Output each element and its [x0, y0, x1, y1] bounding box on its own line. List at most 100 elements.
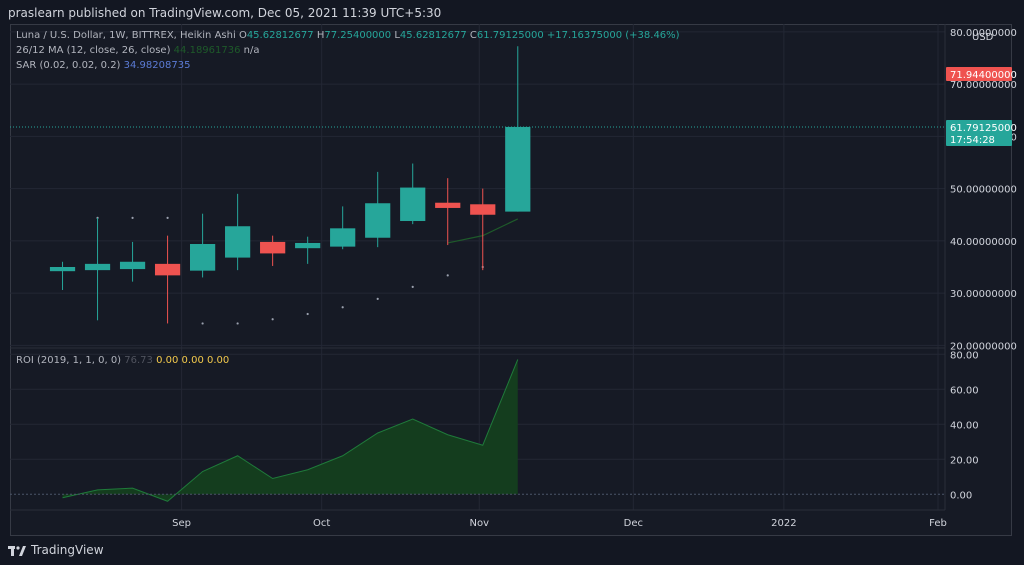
price-grid — [10, 31, 945, 346]
candle-body — [49, 267, 76, 272]
x-tick-label: Nov — [469, 518, 489, 529]
candle-body — [260, 241, 286, 254]
sar-dot — [271, 318, 274, 321]
candle — [260, 235, 286, 266]
roi-tick-label: 60.00 — [950, 385, 979, 396]
sar-dot — [376, 297, 379, 300]
sar-dot — [306, 312, 309, 316]
price-tick-label: 30.00000000 — [950, 289, 1017, 300]
price-tag-text: 61.79125000 — [950, 123, 1017, 134]
low-value: 45.62812677 — [399, 30, 467, 41]
price-tick-label: 20.00000000 — [950, 341, 1017, 352]
roi-value-1: 0.00 — [156, 355, 179, 366]
sar-dots — [96, 216, 484, 325]
price-tick-label: 80.00000000 — [950, 28, 1017, 39]
vertical-grid — [181, 24, 939, 510]
footer: TradingView — [8, 543, 104, 557]
main-legend: Luna / U.S. Dollar, 1W, BITTREX, Heikin … — [16, 30, 680, 41]
candle — [505, 46, 531, 212]
candle — [435, 178, 461, 246]
sar-value: 34.98208735 — [123, 60, 191, 71]
roi-tick-label: 0.00 — [950, 490, 972, 501]
roi-area — [62, 359, 519, 502]
currency-label: USD — [972, 32, 994, 43]
price-tag-bg — [946, 119, 1012, 146]
price-tick-label: 50.00000000 — [950, 185, 1017, 196]
candle-body — [435, 202, 461, 208]
sar-dot — [411, 285, 414, 288]
roi-value-2: 0.00 — [181, 355, 204, 366]
candle-body — [119, 261, 146, 270]
price-tick-label: 40.00000000 — [950, 237, 1017, 248]
candle — [295, 236, 321, 264]
sar-dot — [236, 322, 239, 325]
price-tag-timer: 17:54:28 — [950, 135, 995, 146]
high-label: H — [316, 30, 325, 41]
roi-tick-label: 20.00 — [950, 455, 979, 466]
candle — [330, 206, 356, 250]
sar-dot — [166, 216, 169, 219]
close-value: 61.79125000 — [476, 30, 544, 41]
x-tick-label: Sep — [172, 518, 191, 529]
roi-value: 76.73 — [124, 355, 153, 366]
candle-body — [295, 242, 321, 249]
footer-brand: TradingView — [31, 543, 104, 557]
close-label: C — [469, 30, 477, 41]
roi-line — [62, 359, 519, 502]
candle — [119, 241, 146, 282]
price-tick-label: 70.00000000 — [950, 80, 1017, 91]
roi-value-3: 0.00 — [207, 355, 230, 366]
candle-body — [189, 244, 216, 271]
candle-body — [365, 203, 391, 238]
time-axis-labels: Sep Oct Nov Dec 2022 Feb — [172, 518, 947, 529]
price-tag: 71.94400000 — [946, 66, 1017, 81]
candle-body — [225, 226, 251, 258]
candles — [49, 46, 531, 324]
roi-fill — [62, 359, 518, 502]
x-tick-label: Dec — [624, 518, 643, 529]
candle-body — [154, 263, 181, 276]
tradingview-logo-icon — [8, 545, 26, 556]
open-value: 45.62812677 — [246, 30, 314, 41]
ma-label: 26/12 MA (12, close, 26, close) — [16, 45, 171, 56]
candle — [365, 171, 391, 248]
candle — [154, 235, 181, 324]
roi-label: ROI (2019, 1, 1, 0, 0) — [16, 355, 122, 366]
price-tag-bg — [946, 66, 1012, 81]
roi-axis-labels: 0.00 20.00 40.00 60.00 80.00 — [950, 350, 979, 501]
candle — [49, 261, 76, 290]
sar-dot — [131, 216, 134, 219]
sar-dot — [201, 322, 204, 325]
x-tick-label: Oct — [313, 518, 330, 529]
sar-dot — [446, 274, 449, 277]
sar-dot — [341, 306, 344, 309]
candle — [189, 213, 216, 278]
ma-value: 44.18961736 — [173, 45, 241, 56]
x-tick-label: 2022 — [771, 518, 796, 529]
symbol-info[interactable]: Luna / U.S. Dollar, 1W, BITTREX, Heikin … — [16, 30, 236, 41]
candle — [84, 217, 111, 321]
candle-body — [330, 228, 356, 247]
candle-body — [84, 263, 111, 271]
publish-info: praslearn published on TradingView.com, … — [8, 6, 442, 20]
ma-legend[interactable]: 26/12 MA (12, close, 26, close) 44.18961… — [16, 45, 260, 56]
candle — [470, 188, 496, 271]
high-value: 77.25400000 — [324, 30, 392, 41]
candle-body — [505, 126, 531, 212]
open-label: O — [238, 30, 247, 41]
low-label: L — [394, 30, 400, 41]
roi-tick-label: 80.00 — [950, 350, 979, 361]
sar-dot — [96, 216, 99, 219]
change-value: +17.16375000 (+38.46%) — [546, 30, 680, 41]
x-tick-label: Feb — [929, 518, 947, 529]
sar-label: SAR (0.02, 0.02, 0.2) — [16, 60, 121, 71]
roi-tick-label: 40.00 — [950, 420, 979, 431]
sar-legend[interactable]: SAR (0.02, 0.02, 0.2) 34.98208735 — [16, 60, 190, 71]
candle — [400, 163, 426, 225]
roi-legend[interactable]: ROI (2019, 1, 1, 0, 0) 76.73 0.00 0.00 0… — [16, 355, 229, 366]
ma-na: n/a — [243, 45, 260, 56]
candle-body — [470, 204, 496, 215]
